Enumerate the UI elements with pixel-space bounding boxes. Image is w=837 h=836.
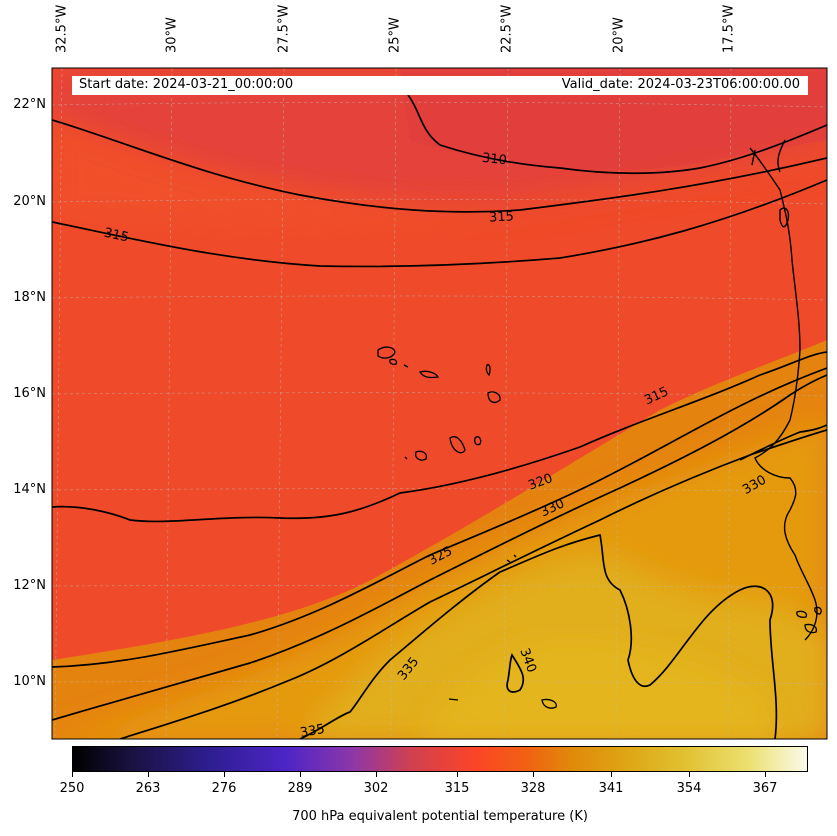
field-mid-region (52, 120, 827, 229)
contour-330-east (739, 424, 827, 461)
contour-325 (52, 374, 827, 721)
lon-label-27-5w: 27.5°W (276, 4, 292, 53)
colorbar-tick (533, 772, 534, 777)
colorbar-tick (72, 772, 73, 777)
lon-label-20w: 20°W (611, 17, 627, 53)
colorbar-tick-label: 354 (676, 781, 702, 796)
lat-label-16n: 16°N (13, 386, 46, 401)
colorbar-tick-label: 289 (287, 781, 313, 796)
colorbar-tick (376, 772, 377, 777)
colorbar-tick (765, 772, 766, 777)
lat-label-18n: 18°N (13, 290, 46, 305)
valid-date-text: Valid_date: 2024-03-23T06:00:00.00 (561, 77, 800, 92)
lat-label-12n: 12°N (13, 578, 46, 593)
contour-label-335-b: 335 (299, 722, 326, 741)
colorbar-tick-label: 367 (752, 781, 778, 796)
contour-310 (52, 119, 827, 213)
contour-315-lower (52, 351, 827, 523)
colorbar-tick (457, 772, 458, 777)
contour-320 (52, 367, 827, 668)
colorbar-tick (689, 772, 690, 777)
coastline (749, 139, 818, 641)
lon-label-17-5w: 17.5°W (721, 4, 737, 53)
lon-label-30w: 30°W (164, 17, 180, 53)
lat-label-22n: 22°N (13, 97, 46, 112)
colorbar-tick-label: 315 (444, 781, 470, 796)
colorbar-title: 700 hPa equivalent potential temperature… (292, 809, 588, 824)
contour-label-310: 310 (481, 151, 507, 169)
colorbar-tick-label: 276 (211, 781, 237, 796)
colorbar-tick (611, 772, 612, 777)
islands (377, 346, 822, 709)
colorbar-tick-label: 302 (363, 781, 389, 796)
colorbar-tick-label: 328 (520, 781, 546, 796)
colorbar-tick (300, 772, 301, 777)
map-frame (51, 67, 828, 740)
lat-label-20n: 20°N (13, 194, 46, 209)
contour-lines (52, 94, 827, 739)
colorbar-tick-label: 263 (135, 781, 161, 796)
contour-310-north (407, 94, 827, 175)
colorbar-tick-label: 341 (598, 781, 624, 796)
lon-label-22-5w: 22.5°W (499, 4, 515, 53)
contour-label-315-b: 315 (103, 226, 130, 246)
colorbar-tick (224, 772, 225, 777)
colorbar-tick-label: 250 (59, 781, 85, 796)
date-header: Start date: 2024-03-21_00:00:00 Valid_da… (72, 76, 808, 95)
contour-335 (299, 533, 778, 739)
colorbar (72, 746, 808, 772)
lat-label-10n: 10°N (13, 674, 46, 689)
contour-340 (506, 653, 525, 693)
contour-315-upper (52, 179, 827, 268)
lat-label-14n: 14°N (13, 482, 46, 497)
lon-label-32-5w: 32.5°W (54, 4, 70, 53)
start-date-text: Start date: 2024-03-21_00:00:00 (79, 77, 294, 92)
contour-label-315-a: 315 (489, 209, 515, 225)
colorbar-tick (148, 772, 149, 777)
lon-label-25w: 25°W (387, 17, 403, 53)
